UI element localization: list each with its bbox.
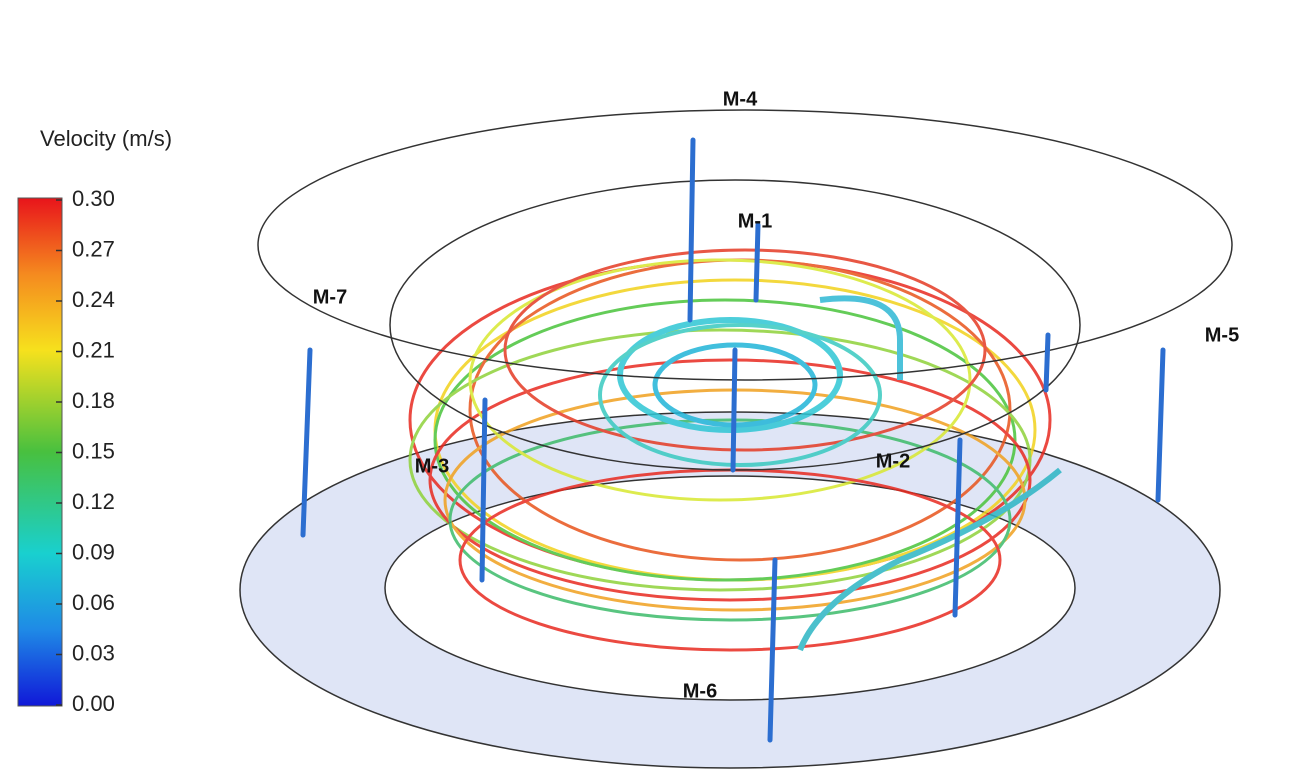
- colorbar-tick-label: 0.15: [72, 438, 115, 463]
- colorbar-tick-label: 0.18: [72, 388, 115, 413]
- probe-label: M-5: [1205, 324, 1239, 346]
- probe-label: M-6: [683, 680, 717, 702]
- colorbar-tick-label: 0.24: [72, 287, 115, 312]
- top-outer-plane: [257, 109, 1233, 381]
- colorbar-tick-label: 0.03: [72, 640, 115, 665]
- probe-label: M-7: [313, 286, 347, 308]
- colorbar-tick-label: 0.27: [72, 236, 115, 261]
- colorbar-tick-label: 0.12: [72, 489, 115, 514]
- colorbar-tick-label: 0.06: [72, 590, 115, 615]
- colorbar-tick-label: 0.00: [72, 691, 115, 716]
- legend-title: Velocity (m/s): [40, 126, 172, 151]
- colorbar-tick-label: 0.30: [72, 186, 115, 211]
- probe-label: M-2: [876, 450, 910, 472]
- colorbar-tick-label: 0.21: [72, 337, 115, 362]
- probe-label: M-4: [723, 88, 758, 110]
- probe-label: M-1: [738, 210, 772, 232]
- colorbar: [17, 197, 63, 707]
- probes: [300, 137, 1166, 743]
- streamlines: [408, 248, 1062, 652]
- colorbar-tick-label: 0.09: [72, 539, 115, 564]
- bottom-inner-plane: [384, 475, 1076, 701]
- probe-label: M-3: [415, 455, 449, 477]
